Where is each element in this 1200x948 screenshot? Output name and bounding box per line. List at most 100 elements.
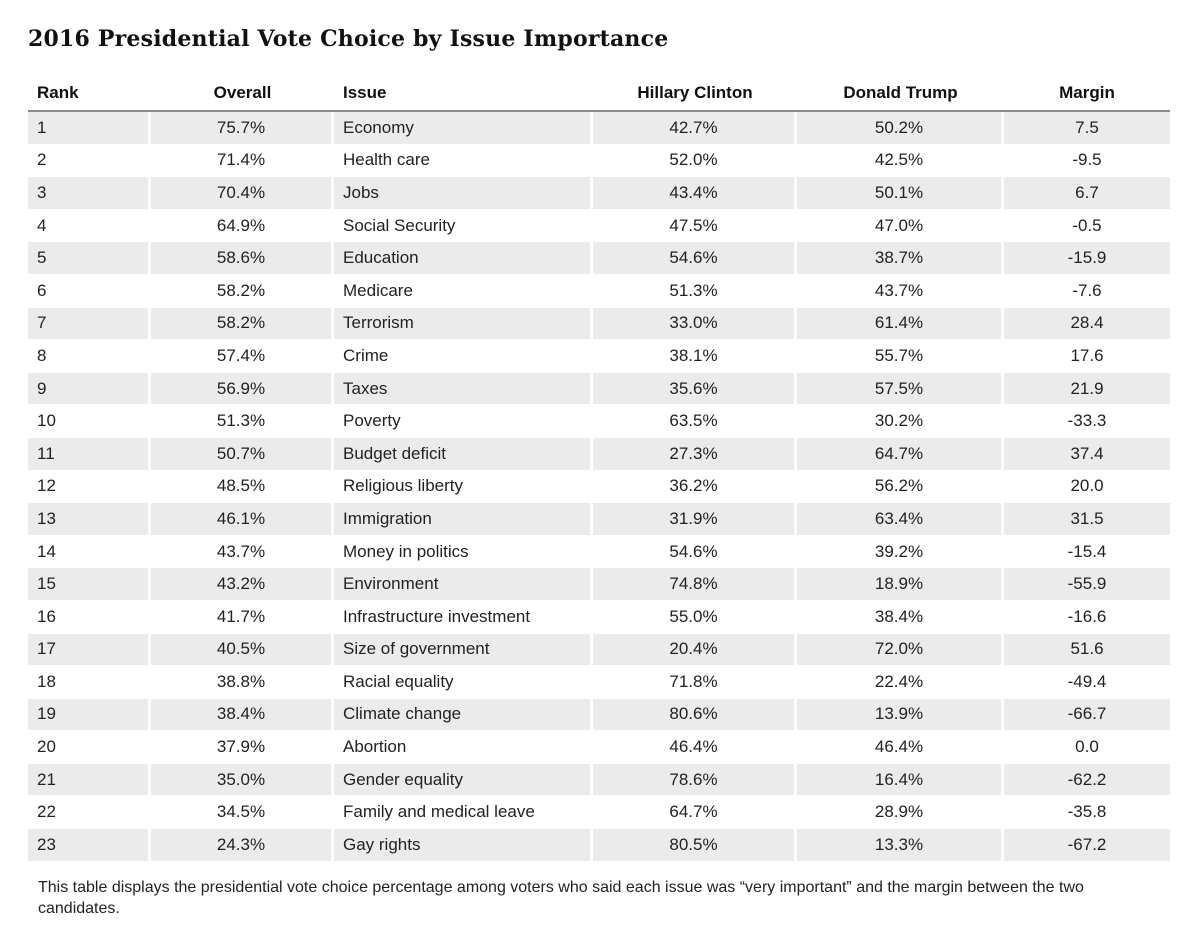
cell-issue: Infrastructure investment bbox=[334, 600, 593, 634]
cell-hillary-clinton: 51.3% bbox=[593, 274, 797, 308]
table-row: 3 70.4% Jobs 43.4% 50.1% 6.7 bbox=[28, 177, 1170, 210]
cell-donald-trump: 50.2% bbox=[797, 112, 1004, 145]
table-row: 23 24.3% Gay rights 80.5% 13.3% -67.2 bbox=[28, 829, 1170, 862]
table-row: 7 58.2% Terrorism 33.0% 61.4% 28.4 bbox=[28, 307, 1170, 341]
cell-margin: 37.4 bbox=[1004, 437, 1170, 471]
cell-donald-trump: 72.0% bbox=[797, 633, 1004, 667]
cell-hillary-clinton: 64.7% bbox=[593, 796, 797, 830]
cell-donald-trump: 42.5% bbox=[797, 144, 1004, 178]
cell-issue: Size of government bbox=[334, 633, 593, 667]
cell-margin: 20.0 bbox=[1004, 470, 1170, 504]
cell-donald-trump: 56.2% bbox=[797, 470, 1004, 504]
cell-issue: Medicare bbox=[334, 274, 593, 308]
cell-hillary-clinton: 74.8% bbox=[593, 568, 797, 601]
cell-overall: 75.7% bbox=[151, 112, 334, 145]
cell-donald-trump: 38.4% bbox=[797, 600, 1004, 634]
cell-margin: -66.7 bbox=[1004, 698, 1170, 732]
cell-overall: 64.9% bbox=[151, 209, 334, 243]
cell-overall: 48.5% bbox=[151, 470, 334, 504]
cell-overall: 38.4% bbox=[151, 698, 334, 732]
cell-margin: -33.3 bbox=[1004, 405, 1170, 438]
table-row: 12 48.5% Religious liberty 36.2% 56.2% 20.0 bbox=[28, 470, 1170, 504]
cell-overall: 58.2% bbox=[151, 274, 334, 308]
cell-donald-trump: 61.4% bbox=[797, 307, 1004, 341]
cell-rank: 19 bbox=[28, 698, 151, 732]
cell-overall: 70.4% bbox=[151, 177, 334, 210]
cell-issue: Religious liberty bbox=[334, 470, 593, 504]
cell-margin: -49.4 bbox=[1004, 666, 1170, 699]
cell-donald-trump: 13.3% bbox=[797, 829, 1004, 862]
cell-overall: 34.5% bbox=[151, 796, 334, 830]
cell-donald-trump: 63.4% bbox=[797, 503, 1004, 536]
cell-hillary-clinton: 38.1% bbox=[593, 340, 797, 373]
cell-donald-trump: 22.4% bbox=[797, 666, 1004, 699]
cell-overall: 58.2% bbox=[151, 307, 334, 341]
cell-donald-trump: 46.4% bbox=[797, 731, 1004, 764]
table-header-row: Rank Overall Issue Hillary Clinton Donal… bbox=[28, 76, 1170, 112]
cell-margin: 51.6 bbox=[1004, 633, 1170, 667]
cell-margin: -35.8 bbox=[1004, 796, 1170, 830]
cell-issue: Taxes bbox=[334, 372, 593, 406]
cell-rank: 6 bbox=[28, 274, 151, 308]
table-row: 6 58.2% Medicare 51.3% 43.7% -7.6 bbox=[28, 274, 1170, 308]
table-row: 21 35.0% Gender equality 78.6% 16.4% -62.2 bbox=[28, 763, 1170, 797]
cell-margin: -7.6 bbox=[1004, 274, 1170, 308]
cell-hillary-clinton: 33.0% bbox=[593, 307, 797, 341]
cell-margin: 17.6 bbox=[1004, 340, 1170, 373]
cell-margin: -15.4 bbox=[1004, 535, 1170, 569]
table-row: 8 57.4% Crime 38.1% 55.7% 17.6 bbox=[28, 340, 1170, 373]
cell-margin: 28.4 bbox=[1004, 307, 1170, 341]
cell-hillary-clinton: 36.2% bbox=[593, 470, 797, 504]
cell-rank: 14 bbox=[28, 535, 151, 569]
cell-donald-trump: 55.7% bbox=[797, 340, 1004, 373]
cell-rank: 7 bbox=[28, 307, 151, 341]
cell-issue: Budget deficit bbox=[334, 437, 593, 471]
cell-hillary-clinton: 71.8% bbox=[593, 666, 797, 699]
cell-donald-trump: 57.5% bbox=[797, 372, 1004, 406]
table-row: 2 71.4% Health care 52.0% 42.5% -9.5 bbox=[28, 144, 1170, 178]
cell-margin: -67.2 bbox=[1004, 829, 1170, 862]
cell-rank: 20 bbox=[28, 731, 151, 764]
cell-margin: -62.2 bbox=[1004, 763, 1170, 797]
cell-issue: Terrorism bbox=[334, 307, 593, 341]
table-row: 15 43.2% Environment 74.8% 18.9% -55.9 bbox=[28, 568, 1170, 601]
cell-issue: Poverty bbox=[334, 405, 593, 438]
cell-donald-trump: 38.7% bbox=[797, 242, 1004, 275]
table-body: 1 75.7% Economy 42.7% 50.2% 7.5 2 71.4% Health c… bbox=[28, 112, 1170, 862]
cell-donald-trump: 39.2% bbox=[797, 535, 1004, 569]
cell-donald-trump: 13.9% bbox=[797, 698, 1004, 732]
cell-issue: Racial equality bbox=[334, 666, 593, 699]
header-donald-trump: Donald Trump bbox=[797, 76, 1004, 112]
cell-issue: Abortion bbox=[334, 731, 593, 764]
cell-issue: Gender equality bbox=[334, 763, 593, 797]
cell-rank: 18 bbox=[28, 666, 151, 699]
header-rank: Rank bbox=[28, 76, 151, 112]
cell-rank: 8 bbox=[28, 340, 151, 373]
cell-margin: 0.0 bbox=[1004, 731, 1170, 764]
vote-choice-table: Rank Overall Issue Hillary Clinton Donal… bbox=[28, 76, 1170, 862]
header-margin: Margin bbox=[1004, 76, 1170, 112]
cell-rank: 17 bbox=[28, 633, 151, 667]
cell-hillary-clinton: 63.5% bbox=[593, 405, 797, 438]
cell-hillary-clinton: 54.6% bbox=[593, 242, 797, 275]
cell-overall: 57.4% bbox=[151, 340, 334, 373]
cell-rank: 4 bbox=[28, 209, 151, 243]
cell-hillary-clinton: 35.6% bbox=[593, 372, 797, 406]
cell-issue: Social Security bbox=[334, 209, 593, 243]
cell-overall: 51.3% bbox=[151, 405, 334, 438]
table-row: 19 38.4% Climate change 80.6% 13.9% -66.7 bbox=[28, 698, 1170, 732]
table-row: 5 58.6% Education 54.6% 38.7% -15.9 bbox=[28, 242, 1170, 275]
cell-donald-trump: 18.9% bbox=[797, 568, 1004, 601]
cell-donald-trump: 30.2% bbox=[797, 405, 1004, 438]
cell-margin: -16.6 bbox=[1004, 600, 1170, 634]
header-issue: Issue bbox=[334, 76, 593, 112]
table-row: 18 38.8% Racial equality 71.8% 22.4% -49.4 bbox=[28, 666, 1170, 699]
cell-overall: 35.0% bbox=[151, 763, 334, 797]
header-hillary-clinton: Hillary Clinton bbox=[593, 76, 797, 112]
cell-overall: 43.7% bbox=[151, 535, 334, 569]
cell-donald-trump: 43.7% bbox=[797, 274, 1004, 308]
table-row: 20 37.9% Abortion 46.4% 46.4% 0.0 bbox=[28, 731, 1170, 764]
cell-rank: 11 bbox=[28, 437, 151, 471]
cell-hillary-clinton: 54.6% bbox=[593, 535, 797, 569]
header-overall: Overall bbox=[151, 76, 334, 112]
